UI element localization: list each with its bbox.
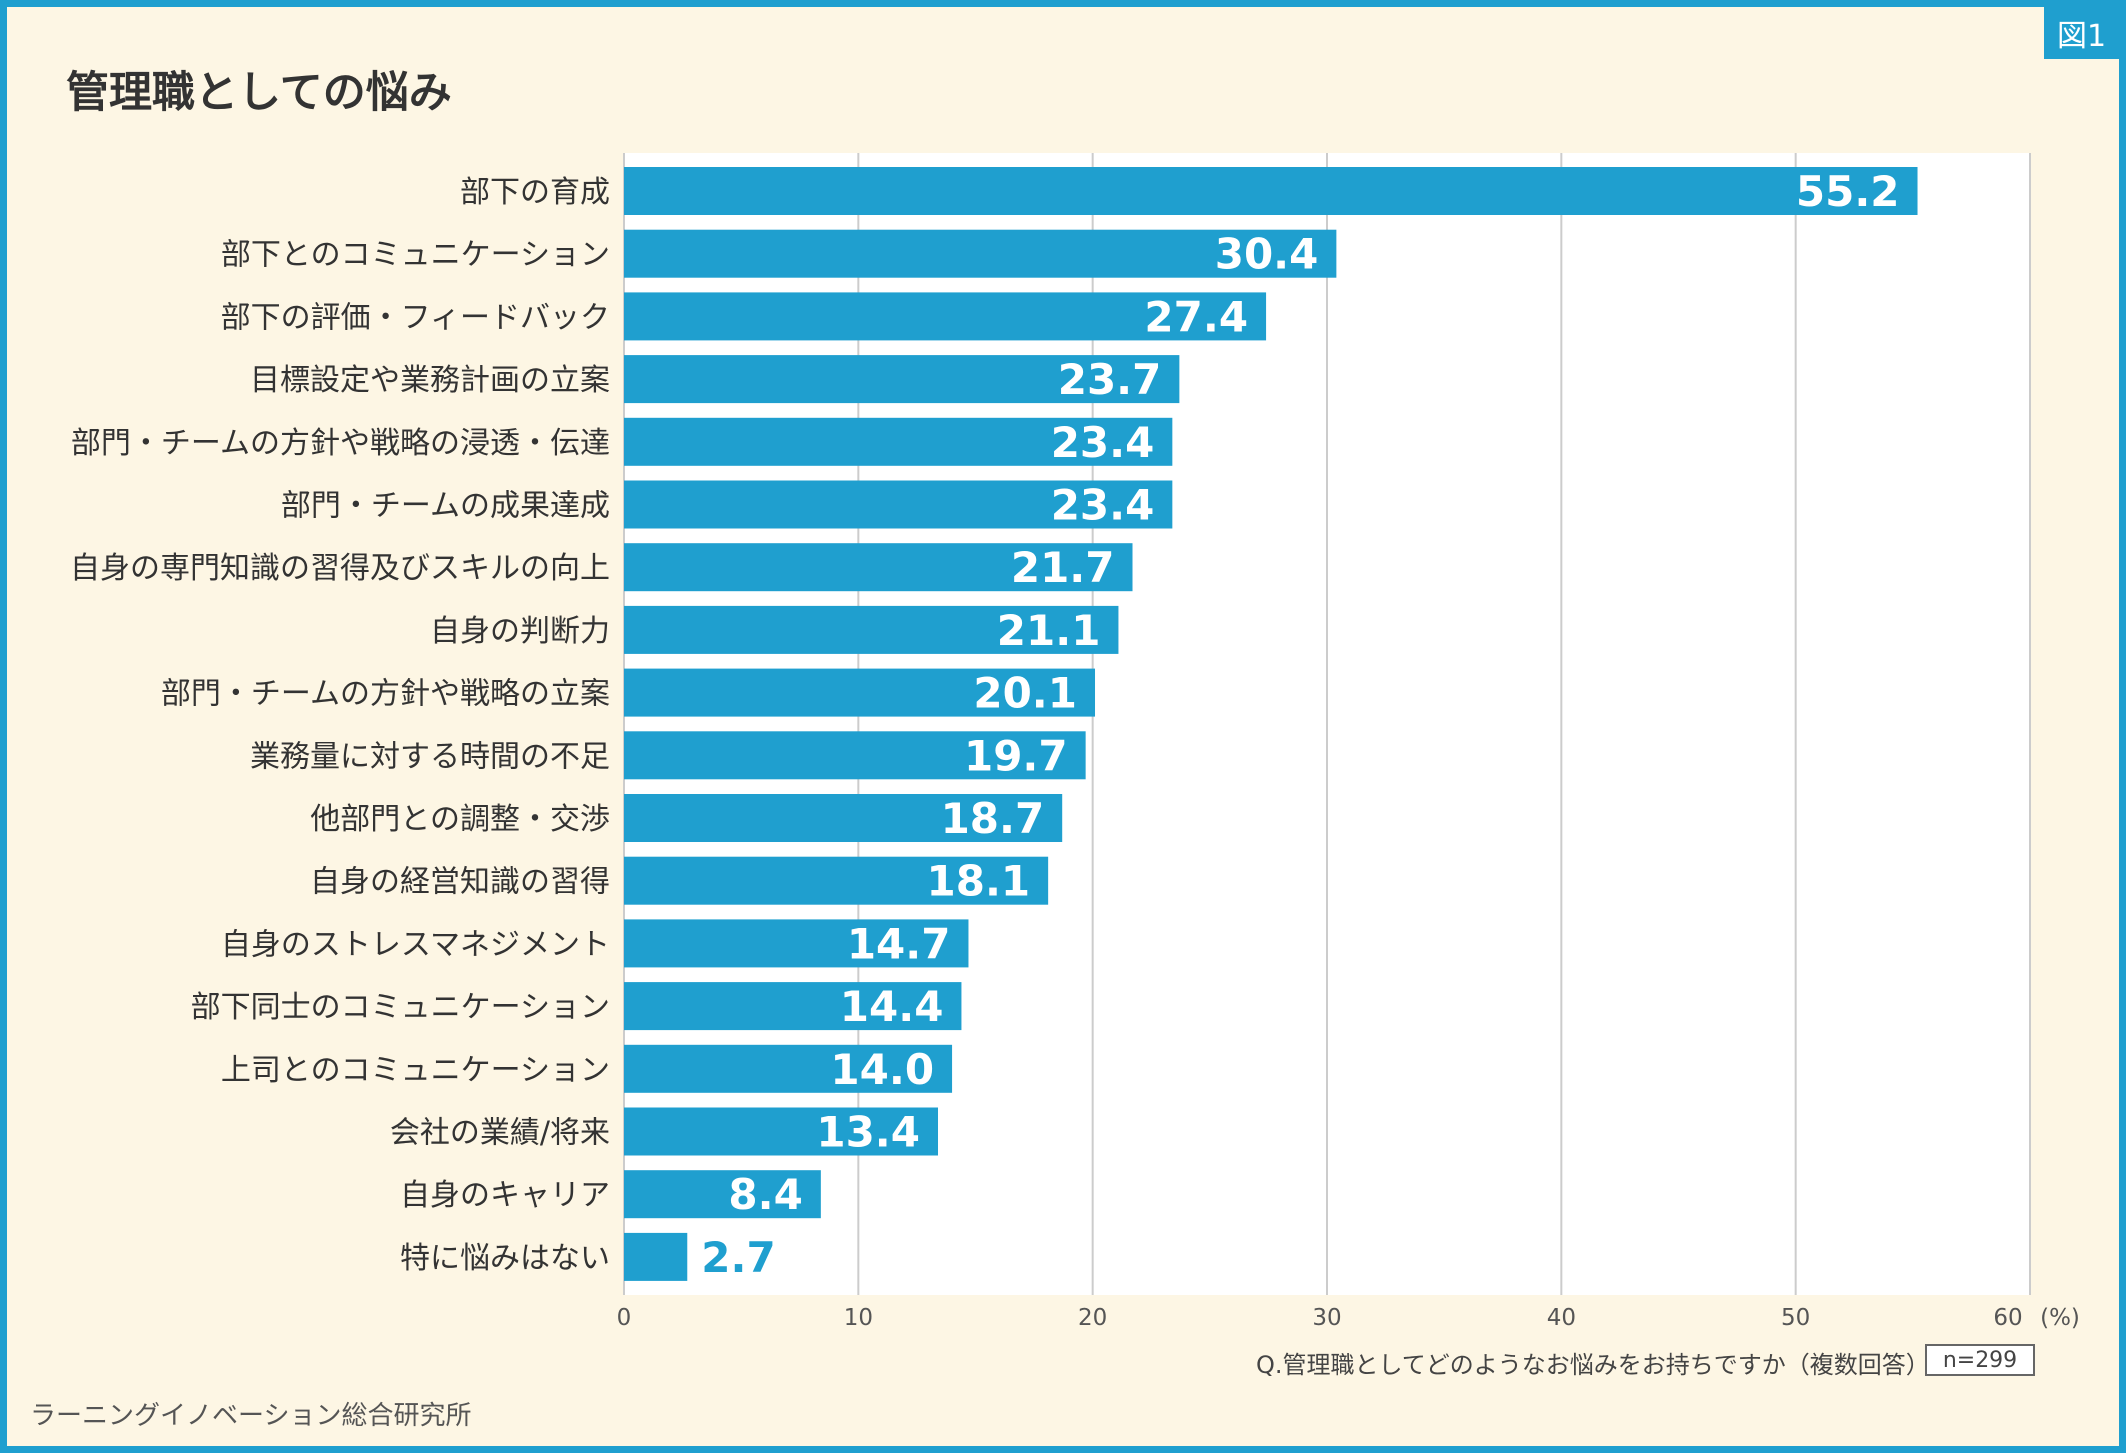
category-label: 他部門との調整・交渉 (310, 802, 610, 837)
value-label: 8.4 (728, 1170, 802, 1219)
value-label: 13.4 (816, 1108, 920, 1157)
bar (624, 668, 1096, 717)
grid-lines (623, 153, 2031, 1295)
chart-title: 管理職としての悩み (66, 68, 452, 118)
bar-series (624, 167, 1918, 1281)
value-label: 19.7 (964, 731, 1068, 780)
category-label: 部門・チームの成果達成 (281, 489, 610, 524)
value-label: 21.1 (997, 606, 1101, 655)
value-label: 21.7 (1011, 543, 1115, 592)
x-tick-label: 0 (617, 1305, 632, 1331)
value-label: 14.7 (847, 919, 951, 968)
category-label: 自身の専門知識の習得及びスキルの向上 (70, 551, 610, 586)
bar (624, 1107, 939, 1156)
category-label: 部下の育成 (460, 175, 610, 210)
category-label: 業務量に対する時間の不足 (250, 739, 610, 774)
value-label: 27.4 (1144, 292, 1248, 341)
value-label: 23.4 (1051, 418, 1155, 467)
x-tick-label: 50 (1781, 1305, 1810, 1331)
x-tick-label: 30 (1312, 1305, 1341, 1331)
value-label: 30.4 (1215, 230, 1319, 279)
value-label: 14.4 (840, 982, 944, 1031)
value-label: 23.7 (1058, 355, 1162, 404)
bar (624, 480, 1173, 529)
bar (624, 794, 1063, 842)
bar (624, 229, 1337, 278)
category-label: 自身の判断力 (430, 614, 610, 649)
bar (624, 167, 1918, 215)
category-label: 自身のストレスマネジメント (221, 927, 610, 962)
bar (624, 1170, 821, 1219)
category-label: 会社の業績/将来 (390, 1116, 610, 1151)
value-labels: 55.2 30.4 27.4 23.7 23.4 23.4 21.7 21.1 20.1 19.7… (701, 167, 1899, 1282)
category-label: 部下同士のコミュニケーション (191, 990, 610, 1025)
bar (624, 605, 1119, 654)
x-tick-label: 10 (844, 1305, 873, 1331)
bar (624, 417, 1173, 466)
value-label: 18.1 (927, 857, 1031, 906)
category-label: 部下の評価・フィードバック (221, 300, 610, 335)
category-labels: 部下の育成部下とのコミュニケーション部下の評価・フィードバック目標設定や業務計画… (70, 175, 610, 1276)
bar (624, 982, 962, 1031)
value-label: 20.1 (973, 669, 1077, 718)
category-label: 特に悩みはない (400, 1241, 610, 1276)
x-tick-label: 20 (1078, 1305, 1107, 1331)
value-label: 2.7 (701, 1233, 775, 1282)
bar (624, 292, 1267, 341)
x-tick-label: 40 (1547, 1305, 1576, 1331)
bar (624, 1232, 688, 1281)
category-label: 目標設定や業務計画の立案 (250, 363, 610, 398)
category-label: 部門・チームの方針や戦略の浸透・伝達 (71, 426, 610, 461)
category-label: 自身の経営知識の習得 (310, 865, 610, 900)
bar (624, 919, 969, 968)
value-label: 23.4 (1051, 481, 1155, 530)
bar (624, 856, 1049, 905)
bar (624, 543, 1133, 592)
category-label: 部下とのコミュニケーション (221, 238, 610, 273)
category-label: 上司とのコミュニケーション (221, 1053, 610, 1088)
figure-number-badge: 図1 (2044, 7, 2119, 59)
value-label: 55.2 (1796, 167, 1900, 216)
bar (624, 355, 1180, 404)
category-label: 部門・チームの方針や戦略の立案 (161, 677, 610, 712)
source-credit: ラーニングイノベーション総合研究所 (30, 1401, 472, 1431)
x-tick-label: 60 (1993, 1305, 2022, 1331)
value-label: 14.0 (830, 1045, 934, 1094)
bar (624, 1044, 953, 1093)
survey-question: Q.管理職としてどのようなお悩みをお持ちですか（複数回答） (1256, 1351, 1930, 1379)
value-label: 18.7 (941, 794, 1045, 843)
x-axis-ticks: 0 10 20 30 40 50 60 (%) (617, 1305, 2080, 1331)
x-axis-unit: (%) (2040, 1305, 2080, 1331)
bar (624, 731, 1086, 780)
sample-size-badge: n=299 (1925, 1344, 2035, 1376)
category-label: 自身のキャリア (400, 1178, 610, 1213)
